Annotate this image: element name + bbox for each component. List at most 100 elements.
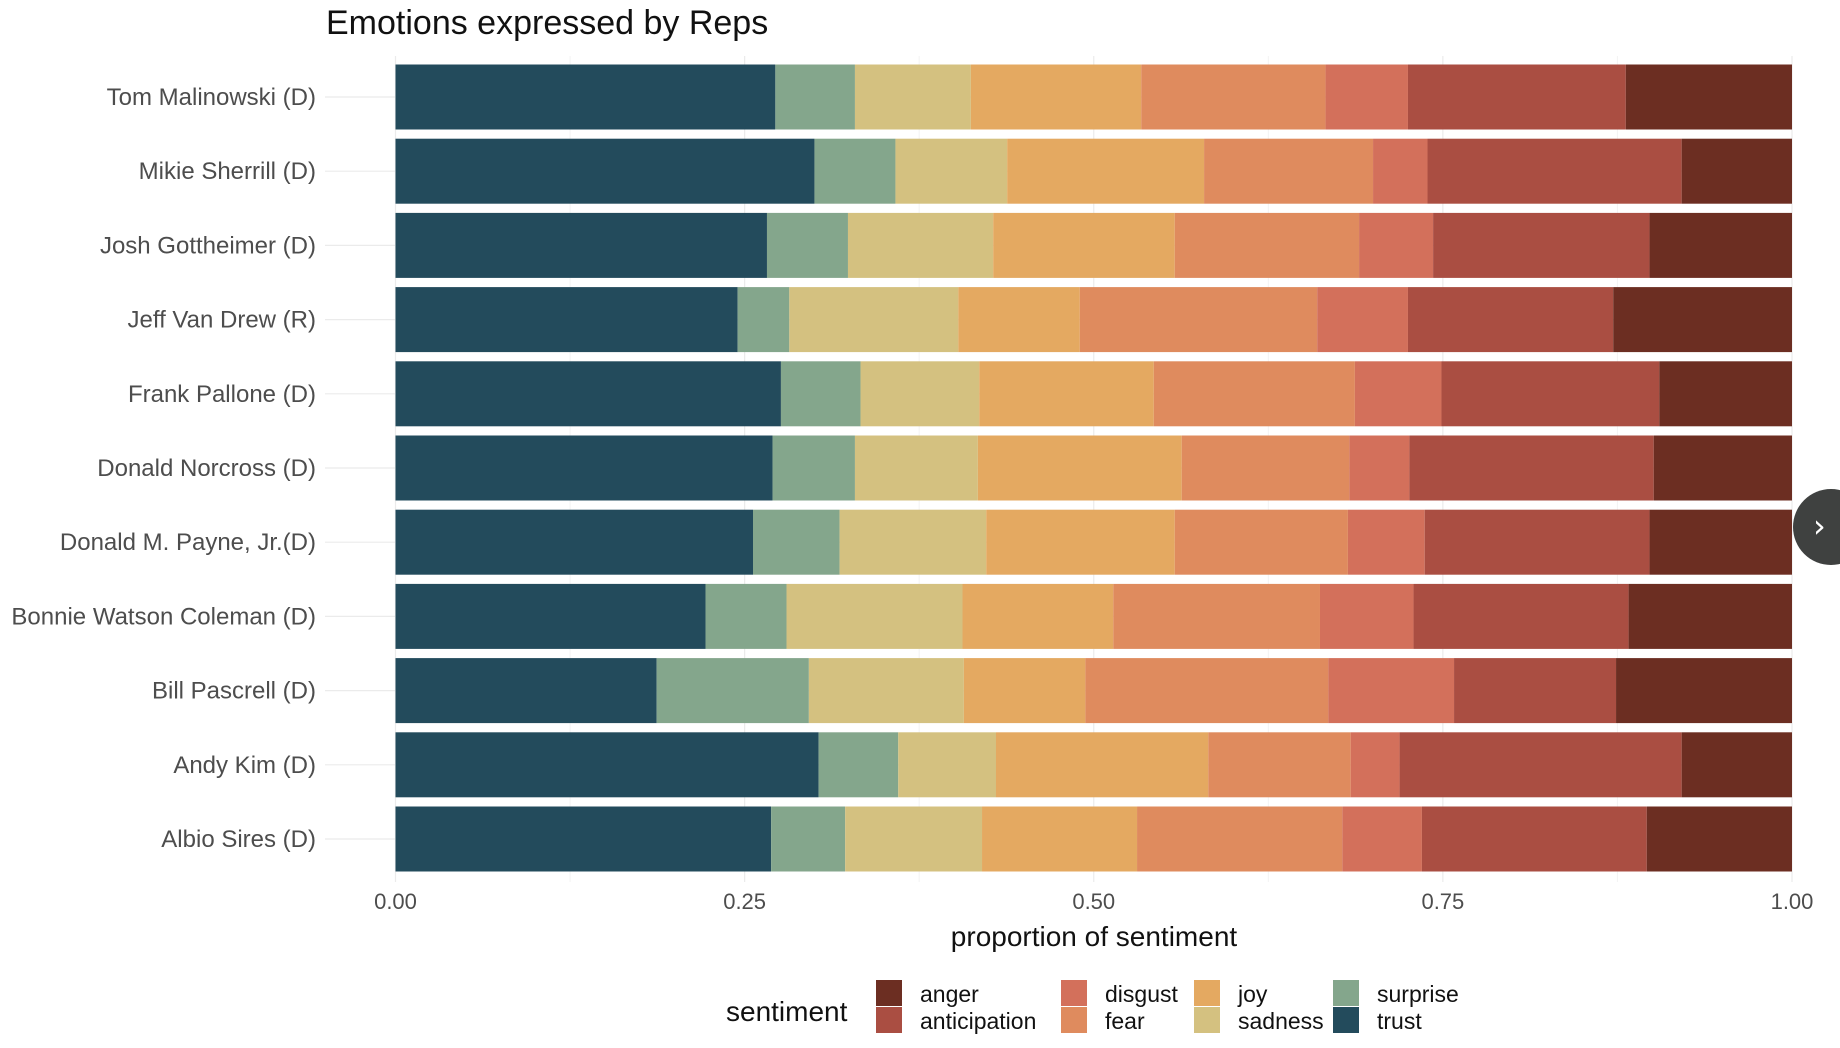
legend-item-anticipation: anticipation [876, 1007, 1036, 1034]
bar-segment-joy [958, 287, 1080, 353]
bar-segment-surprise [705, 583, 787, 649]
legend-label: disgust [1105, 981, 1178, 1007]
bar-segment-anticipation [1421, 806, 1647, 872]
bar-row [395, 583, 1792, 649]
bar-segment-anticipation [1424, 509, 1650, 575]
legend-swatch [1333, 980, 1359, 1006]
bar-segment-fear [1204, 138, 1374, 204]
bar-segment-sadness [860, 361, 980, 427]
legend-swatch [1061, 980, 1087, 1006]
bar-segment-fear [1174, 212, 1360, 278]
bar-segment-anger [1646, 806, 1792, 872]
legend-swatch [1194, 980, 1220, 1006]
bar-segment-sadness [789, 287, 959, 353]
bar-segment-trust [395, 806, 772, 872]
bar-segment-joy [962, 583, 1114, 649]
bar-row [395, 658, 1792, 724]
bar-row [395, 64, 1792, 130]
bar-segment-disgust [1350, 732, 1400, 798]
x-tick-label: 0.50 [1072, 889, 1115, 914]
bar-segment-sadness [854, 435, 978, 501]
bar-segment-anticipation [1454, 658, 1617, 724]
bar-segment-trust [395, 509, 754, 575]
bar-segment-trust [395, 435, 773, 501]
bar-segment-anticipation [1407, 64, 1626, 130]
bar-row [395, 435, 1792, 501]
y-tick-label: Josh Gottheimer (D) [100, 232, 316, 259]
bar-segment-joy [995, 732, 1209, 798]
legend-item-joy: joy [1194, 980, 1268, 1007]
bar-segment-fear [1174, 509, 1348, 575]
bar-segment-trust [395, 732, 819, 798]
y-tick-label: Bonnie Watson Coleman (D) [11, 603, 316, 630]
bar-segment-disgust [1347, 509, 1425, 575]
bar-row [395, 138, 1792, 204]
carousel-next-button[interactable]: › [1793, 489, 1840, 565]
legend-swatch [876, 1007, 902, 1033]
bar-row [395, 212, 1792, 278]
y-tick-label: Donald Norcross (D) [97, 455, 316, 482]
legend-swatch [876, 980, 902, 1006]
y-tick-label: Jeff Van Drew (R) [128, 307, 317, 334]
bar-segment-anger [1625, 64, 1792, 130]
bar-segment-anticipation [1409, 435, 1654, 501]
bar-segment-sadness [808, 658, 964, 724]
legend-label: anticipation [920, 1008, 1036, 1034]
bar-row [395, 732, 1792, 798]
y-tick-label: Albio Sires (D) [161, 826, 316, 853]
legend-item-sadness: sadness [1194, 1007, 1324, 1034]
bar-segment-anger [1681, 138, 1792, 204]
y-axis-labels: Tom Malinowski (D) Mikie Sherrill (D) Josh… [11, 84, 316, 853]
bar-segment-joy [979, 361, 1154, 427]
bar-segment-anticipation [1413, 583, 1629, 649]
bar-segment-fear [1137, 806, 1343, 872]
legend-label: surprise [1377, 981, 1459, 1007]
chart-title: Emotions expressed by Reps [326, 4, 768, 42]
bar-segment-anticipation [1427, 138, 1682, 204]
legend-item-anger: anger [876, 980, 979, 1007]
legend-label: sadness [1238, 1008, 1324, 1034]
bar-segment-joy [986, 509, 1175, 575]
bar-segment-disgust [1328, 658, 1455, 724]
bar-segment-sadness [898, 732, 996, 798]
bar-segment-disgust [1354, 361, 1442, 427]
bar-segment-sadness [839, 509, 987, 575]
x-tick-label: 1.00 [1771, 889, 1814, 914]
bar-segment-trust [395, 583, 706, 649]
bar-segment-trust [395, 658, 657, 724]
bar-segment-sadness [854, 64, 971, 130]
bar-segment-disgust [1325, 64, 1408, 130]
bar-segment-joy [963, 658, 1086, 724]
legend-swatch [1333, 1007, 1359, 1033]
bar-segment-anticipation [1441, 361, 1660, 427]
bar-segment-surprise [775, 64, 855, 130]
legend-label: joy [1237, 981, 1268, 1007]
x-tick-label: 0.25 [723, 889, 766, 914]
legend-item-trust: trust [1333, 1007, 1422, 1034]
bar-segment-anger [1653, 435, 1792, 501]
bar-segment-surprise [771, 806, 846, 872]
bar-segment-trust [395, 138, 815, 204]
bar-segment-trust [395, 287, 738, 353]
bar-segment-anger [1659, 361, 1792, 427]
y-tick-label: Andy Kim (D) [173, 752, 316, 779]
bar-segment-surprise [753, 509, 840, 575]
bar-segment-trust [395, 361, 781, 427]
bar-segment-anticipation [1399, 732, 1682, 798]
y-tick-label: Tom Malinowski (D) [107, 84, 316, 111]
bar-row [395, 509, 1792, 575]
x-tick-label: 0.00 [374, 889, 417, 914]
bar-segment-fear [1153, 361, 1355, 427]
bar-segment-joy [982, 806, 1138, 872]
bar-segment-fear [1208, 732, 1351, 798]
bar-segment-joy [993, 212, 1175, 278]
bar-segment-sadness [786, 583, 963, 649]
bar-segment-surprise [737, 287, 790, 353]
x-axis-ticks: 0.00 0.25 0.50 0.75 1.00 [374, 889, 1813, 914]
bar-row [395, 287, 1792, 353]
bar-segment-anticipation [1433, 212, 1650, 278]
bar-segment-joy [1007, 138, 1205, 204]
legend-label: trust [1377, 1008, 1422, 1034]
